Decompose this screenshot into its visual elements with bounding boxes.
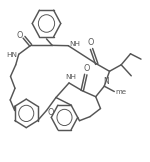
Text: O: O	[16, 31, 22, 40]
Text: O: O	[84, 64, 90, 73]
Text: N: N	[103, 77, 109, 86]
Text: NH: NH	[65, 74, 76, 80]
Text: O: O	[48, 108, 54, 117]
Text: me: me	[115, 89, 126, 95]
Text: O: O	[88, 38, 94, 47]
Text: NH: NH	[69, 41, 80, 47]
Text: HN: HN	[6, 52, 18, 58]
